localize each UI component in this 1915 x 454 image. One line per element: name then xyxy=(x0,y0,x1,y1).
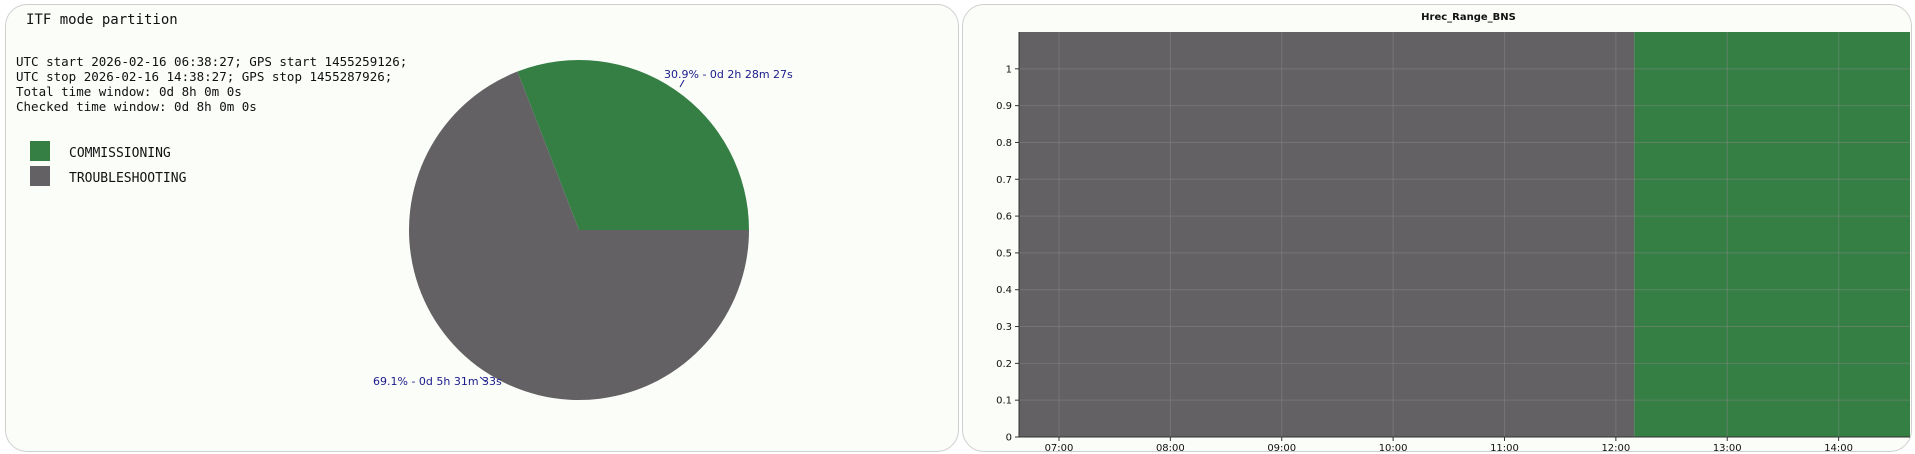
pie-label-leader-troubleshooting xyxy=(479,376,487,383)
utc-start-line: UTC start 2026-02-16 06:38:27; GPS start… xyxy=(16,54,408,69)
x-tick-label: 12:00 xyxy=(1601,443,1630,453)
hrec-range-panel: Hrec_Range_BNS 07:00 08:00 09:00 10:00 11:00 1… xyxy=(962,4,1912,453)
y-tick-label: 0.2 xyxy=(996,359,1012,370)
y-tick-label: 0.8 xyxy=(996,138,1012,149)
pie-slice-label-troubleshooting: 69.1% - 0d 5h 31m 33s xyxy=(373,375,502,388)
area-segment-commissioning xyxy=(1634,32,1910,437)
pie-chart: 30.9% - 0d 2h 28m 27s 69.1% - 0d 5h 31m 3… xyxy=(373,59,793,400)
pie-slice-commissioning xyxy=(517,59,749,230)
utc-stop-line: UTC stop 2026-02-16 14:38:27; GPS stop 1… xyxy=(16,69,393,84)
y-tick-label: 0.7 xyxy=(996,175,1012,186)
y-tick-label: 0.1 xyxy=(996,396,1012,407)
x-tick-label: 11:00 xyxy=(1490,443,1519,453)
pie-slice-label-commissioning: 30.9% - 0d 2h 28m 27s xyxy=(664,68,793,81)
legend-label-commissioning: COMMISSIONING xyxy=(69,146,171,161)
y-tick-label: 0.9 xyxy=(996,101,1012,112)
legend-swatch-troubleshooting xyxy=(30,166,50,186)
legend-swatch-commissioning xyxy=(30,141,50,161)
mode-partition-panel: ITF mode partition UTC start 2026-02-16 … xyxy=(5,4,959,452)
y-tick-label: 0 xyxy=(1006,433,1012,444)
area-chart-title: Hrec_Range_BNS xyxy=(1421,12,1516,23)
y-tick-label: 0.6 xyxy=(996,212,1012,223)
y-tick-label: 1 xyxy=(1006,64,1012,75)
pie-label-leader-commissioning xyxy=(679,79,685,88)
checked-window-line: Checked time window: 0d 8h 0m 0s xyxy=(16,99,257,114)
x-tick-label: 13:00 xyxy=(1713,443,1742,453)
x-tick-label: 07:00 xyxy=(1045,443,1074,453)
legend-label-troubleshooting: TROUBLESHOOTING xyxy=(69,171,187,186)
x-tick-label: 10:00 xyxy=(1379,443,1408,453)
y-tick-label: 0.3 xyxy=(996,322,1012,333)
y-tick-label: 0.5 xyxy=(996,248,1012,259)
total-window-line: Total time window: 0d 8h 0m 0s xyxy=(16,84,242,99)
area-segment-troubleshooting xyxy=(1019,32,1635,437)
x-tick-label: 14:00 xyxy=(1824,443,1853,453)
pie-chart-title: ITF mode partition xyxy=(26,12,178,28)
x-tick-label: 08:00 xyxy=(1156,443,1185,453)
pie-slice-troubleshooting xyxy=(409,71,749,400)
y-tick-label: 0.4 xyxy=(996,285,1012,296)
x-tick-label: 09:00 xyxy=(1267,443,1296,453)
area-chart: Hrec_Range_BNS 07:00 08:00 09:00 10:00 11:00 1… xyxy=(996,12,1910,453)
